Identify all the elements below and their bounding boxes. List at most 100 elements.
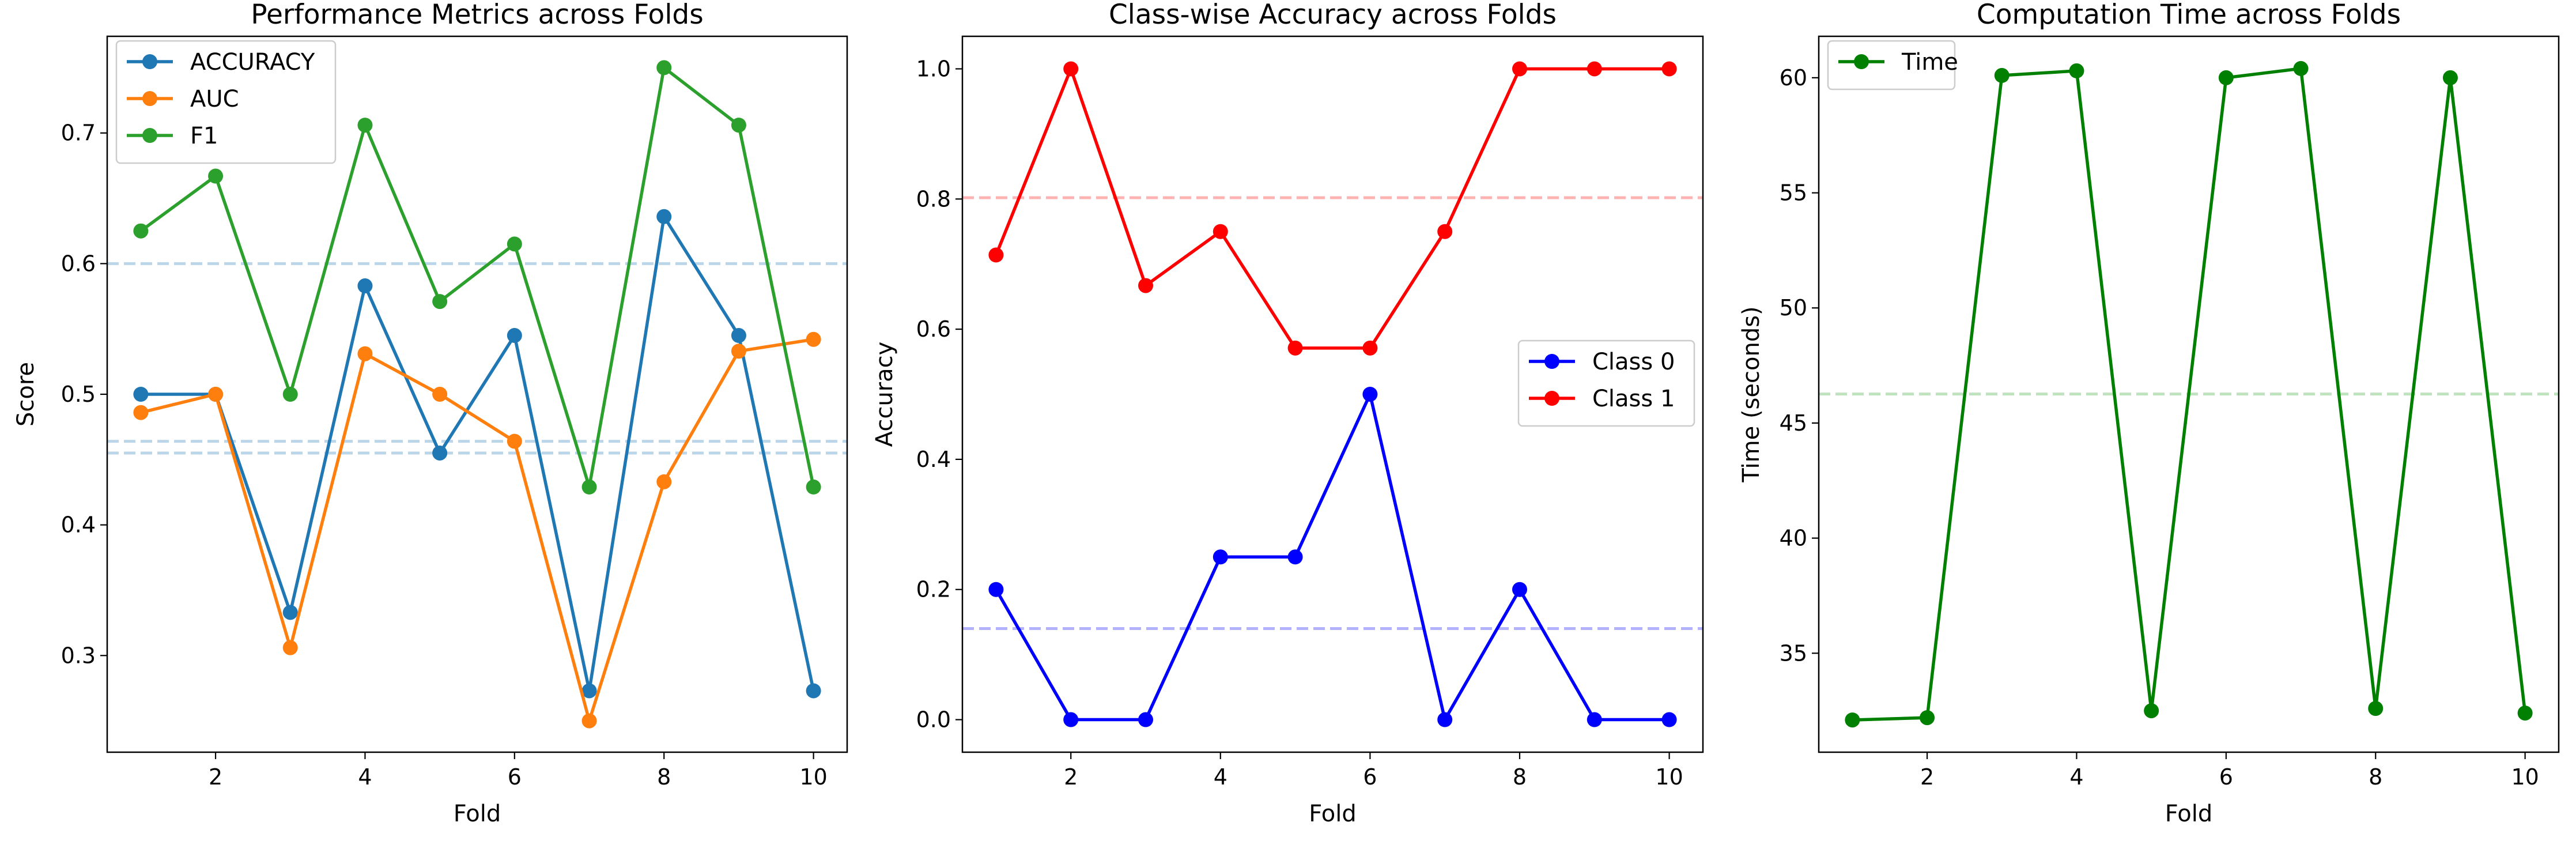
y-tick-label: 60 bbox=[1780, 65, 1807, 90]
data-point bbox=[2218, 70, 2234, 85]
x-axis-label: Fold bbox=[1309, 801, 1357, 827]
data-point bbox=[1213, 549, 1228, 565]
data-point bbox=[133, 405, 149, 420]
data-point bbox=[1287, 549, 1303, 565]
x-axis-label: Fold bbox=[2165, 801, 2213, 827]
data-point bbox=[282, 605, 298, 620]
data-point bbox=[507, 328, 522, 344]
data-point bbox=[2368, 701, 2384, 716]
y-axis-label: Accuracy bbox=[871, 342, 898, 447]
series-line-accuracy bbox=[141, 215, 815, 693]
data-point bbox=[507, 433, 522, 449]
x-tick-label: 8 bbox=[2369, 764, 2382, 790]
data-point bbox=[581, 713, 597, 729]
data-point bbox=[282, 387, 298, 402]
y-tick-label: 55 bbox=[1780, 180, 1807, 206]
data-point bbox=[282, 640, 298, 655]
data-point bbox=[581, 479, 597, 495]
data-point bbox=[1661, 61, 1677, 77]
data-point bbox=[806, 479, 821, 495]
legend-box bbox=[1827, 40, 1956, 90]
chart-panel-3: Computation Time across Folds Fold Time (s… bbox=[1738, 0, 2560, 827]
x-tick-label: 6 bbox=[2219, 764, 2233, 790]
x-tick-label: 10 bbox=[2511, 764, 2539, 790]
legend-swatch-marker bbox=[142, 54, 157, 69]
legend: ACCURACY AUC F1 bbox=[115, 40, 337, 164]
x-tick-label: 2 bbox=[1064, 764, 1078, 790]
data-point bbox=[357, 346, 373, 361]
x-tick-label: 2 bbox=[1920, 764, 1934, 790]
x-tick-label: 8 bbox=[1513, 764, 1527, 790]
data-point bbox=[1287, 340, 1303, 356]
axes-frame bbox=[961, 35, 1704, 753]
data-point bbox=[1920, 710, 1935, 726]
data-point bbox=[2517, 706, 2533, 721]
data-point bbox=[432, 294, 448, 310]
legend-label: Class 0 bbox=[1592, 349, 1675, 375]
y-axis-label: Score bbox=[13, 362, 39, 427]
data-point bbox=[731, 344, 746, 359]
data-point bbox=[1512, 61, 1527, 77]
data-point bbox=[656, 474, 672, 489]
y-tick-label: 0.7 bbox=[61, 120, 96, 146]
y-tick-label: 45 bbox=[1780, 410, 1807, 436]
y-tick-label: 0.8 bbox=[916, 186, 951, 212]
data-point bbox=[2144, 703, 2159, 719]
legend-label: AUC bbox=[190, 86, 239, 112]
axes-frame bbox=[106, 35, 848, 753]
data-point bbox=[731, 328, 746, 344]
data-point bbox=[2069, 63, 2084, 78]
x-tick-label: 4 bbox=[2069, 764, 2083, 790]
data-point bbox=[1661, 712, 1677, 727]
y-tick-label: 0.3 bbox=[61, 643, 96, 668]
chart-title: Class-wise Accuracy across Folds bbox=[1109, 0, 1557, 31]
legend-box bbox=[115, 40, 337, 164]
legend-label: F1 bbox=[190, 123, 218, 149]
data-point bbox=[2293, 61, 2309, 76]
legend-label: ACCURACY bbox=[190, 49, 315, 76]
y-tick-label: 40 bbox=[1780, 526, 1807, 551]
data-point bbox=[806, 331, 821, 347]
x-axis-label: Fold bbox=[454, 801, 501, 827]
data-point bbox=[2442, 70, 2458, 85]
data-point bbox=[988, 582, 1004, 597]
axes-frame bbox=[1818, 35, 2560, 753]
data-point bbox=[656, 209, 672, 224]
data-point bbox=[432, 445, 448, 461]
legend-label: Time bbox=[1901, 49, 1958, 76]
legend-swatch-marker bbox=[1544, 354, 1559, 369]
x-tick-label: 6 bbox=[1363, 764, 1377, 790]
data-point bbox=[1213, 224, 1228, 239]
data-point bbox=[133, 223, 149, 239]
legend: Time bbox=[1827, 40, 1958, 90]
y-axis-label: Time (seconds) bbox=[1738, 306, 1765, 482]
y-tick-label: 0.6 bbox=[61, 251, 96, 276]
chart-panel-1: Performance Metrics across Folds Fold Scor… bbox=[13, 0, 848, 827]
data-point bbox=[1845, 712, 1860, 728]
data-point bbox=[656, 60, 672, 76]
data-point bbox=[731, 118, 746, 133]
data-point bbox=[806, 683, 821, 699]
y-tick-label: 1.0 bbox=[916, 56, 951, 81]
data-point bbox=[507, 236, 522, 252]
x-tick-label: 4 bbox=[358, 764, 372, 790]
data-point bbox=[208, 168, 224, 184]
x-tick-label: 10 bbox=[799, 764, 827, 790]
data-point bbox=[208, 387, 224, 402]
legend-label: Class 1 bbox=[1592, 386, 1675, 412]
data-point bbox=[1362, 340, 1378, 356]
data-point bbox=[133, 387, 149, 402]
y-tick-label: 0.5 bbox=[61, 382, 96, 407]
x-tick-label: 10 bbox=[1655, 764, 1683, 790]
data-point bbox=[1512, 582, 1527, 597]
data-point bbox=[1138, 278, 1154, 293]
data-point bbox=[357, 118, 373, 133]
legend-swatch-marker bbox=[1544, 391, 1559, 406]
data-point bbox=[1437, 712, 1453, 727]
data-point bbox=[1437, 224, 1453, 239]
legend-swatch-marker bbox=[1854, 54, 1869, 69]
data-point bbox=[1063, 712, 1079, 727]
data-point bbox=[1063, 61, 1079, 77]
data-point bbox=[1994, 67, 2010, 83]
